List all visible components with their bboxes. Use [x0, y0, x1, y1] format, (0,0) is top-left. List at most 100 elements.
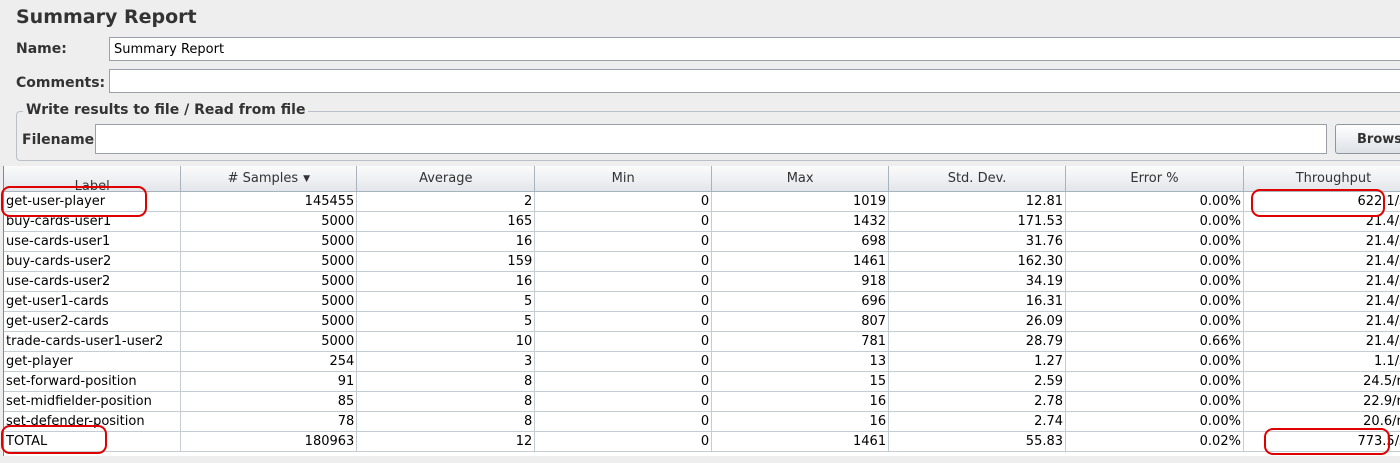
table-cell: 0: [534, 331, 713, 352]
browse-button[interactable]: Browse...: [1335, 124, 1400, 154]
table-cell: get-user2-cards: [4, 311, 182, 332]
table-cell: trade-cards-user1-user2: [4, 331, 182, 352]
column-header-min[interactable]: Min: [534, 166, 713, 192]
column-header-samples[interactable]: # Samples ▼: [180, 166, 358, 192]
table-cell: 622.1/sec: [1243, 191, 1400, 212]
table-cell: 0: [534, 271, 713, 292]
table-cell: 5000: [180, 251, 358, 272]
table-cell: 8: [356, 391, 536, 412]
table-cell: 5: [356, 311, 536, 332]
table-cell: 254: [180, 351, 358, 372]
comments-field[interactable]: [109, 69, 1400, 93]
name-label: Name:: [16, 41, 67, 57]
table-row[interactable]: get-user-player 145455 2 0 1019 12.81 0.00% 622…: [4, 191, 1400, 212]
table-cell: 12.81: [888, 191, 1067, 212]
table-cell: 21.4/sec: [1243, 271, 1400, 292]
table-cell: use-cards-user2: [4, 271, 182, 292]
filename-field[interactable]: [95, 124, 1327, 154]
results-table-container[interactable]: Label # Samples ▼ Average Min Max Std. Dev. Err…: [3, 166, 1400, 456]
page-title: Summary Report: [16, 6, 197, 28]
table-cell: 696: [711, 291, 890, 312]
table-cell: 1432: [711, 211, 890, 232]
table-cell: get-player: [4, 351, 182, 372]
table-cell: 8: [356, 411, 536, 432]
table-cell: 781: [711, 331, 890, 352]
table-cell: 16: [711, 391, 890, 412]
table-cell: 0: [534, 411, 713, 432]
table-cell: 918: [711, 271, 890, 292]
table-cell: 3: [356, 351, 536, 372]
table-cell: 0: [534, 191, 713, 212]
table-cell: 0.00%: [1065, 191, 1244, 212]
file-group-box: [16, 111, 1400, 161]
column-header-text: # Samples: [227, 171, 299, 186]
table-cell: 21.4/sec: [1243, 311, 1400, 332]
table-row[interactable]: use-cards-user1 5000 16 0 698 31.76 0.00% 21.4/…: [4, 231, 1400, 252]
table-cell: 24.5/min: [1243, 371, 1400, 392]
table-row[interactable]: buy-cards-user2 5000 159 0 1461 162.30 0.00% 21…: [4, 251, 1400, 272]
table-header-row: Label # Samples ▼ Average Min Max Std. Dev. Err…: [4, 166, 1400, 192]
column-header-error[interactable]: Error %: [1065, 166, 1244, 192]
table-row[interactable]: trade-cards-user1-user2 5000 10 0 781 28.79 0.…: [4, 331, 1400, 352]
column-header-throughput[interactable]: Throughput: [1243, 166, 1400, 192]
table-cell: 0: [534, 351, 713, 372]
table-cell: 1019: [711, 191, 890, 212]
table-cell: 13: [711, 351, 890, 372]
table-cell: 16: [356, 271, 536, 292]
table-row[interactable]: get-user1-cards50005069616.310.00%21.4/s…: [4, 291, 1400, 312]
table-row[interactable]: use-cards-user2 5000 16 0 918 34.19 0.00% 21.4/…: [4, 271, 1400, 292]
table-cell: 10: [356, 331, 536, 352]
table-cell: 2.74: [888, 411, 1067, 432]
table-cell: 31.76: [888, 231, 1067, 252]
name-field[interactable]: [109, 37, 1400, 61]
table-cell: 159: [356, 251, 536, 272]
table-cell: 16.31: [888, 291, 1067, 312]
table-cell: 0: [534, 371, 713, 392]
table-cell: 0.66%: [1065, 331, 1244, 352]
table-cell: 22.9/min: [1243, 391, 1400, 412]
column-header-text: Error %: [1130, 171, 1179, 186]
table-cell: 8: [356, 371, 536, 392]
table-cell: 78: [180, 411, 358, 432]
sort-descending-icon: ▼: [303, 174, 311, 184]
table-cell: 1.27: [888, 351, 1067, 372]
column-header-label[interactable]: Label: [4, 166, 182, 192]
table-cell: buy-cards-user1: [4, 211, 182, 232]
table-cell: 5000: [180, 211, 358, 232]
column-header-text: Average: [419, 171, 473, 186]
results-table: Label # Samples ▼ Average Min Max Std. Dev. Err…: [4, 166, 1400, 452]
table-cell: 171.53: [888, 211, 1067, 232]
table-cell: 12: [356, 431, 536, 452]
table-cell: 0.00%: [1065, 271, 1244, 292]
table-row[interactable]: buy-cards-user1 5000 165 0 1432 171.53 0.00% 21…: [4, 211, 1400, 232]
table-cell: 0.00%: [1065, 391, 1244, 412]
table-cell: 0.00%: [1065, 251, 1244, 272]
table-cell: 2.78: [888, 391, 1067, 412]
table-cell: 21.4/sec: [1243, 291, 1400, 312]
table-cell: 1461: [711, 251, 890, 272]
table-cell: 16: [711, 411, 890, 432]
table-cell: get-user1-cards: [4, 291, 182, 312]
file-group-title: Write results to file / Read from file: [23, 102, 309, 118]
table-cell: 165: [356, 211, 536, 232]
column-header-max[interactable]: Max: [711, 166, 890, 192]
table-cell: 773.5/sec: [1243, 431, 1400, 452]
table-cell: 21.4/sec: [1243, 251, 1400, 272]
table-row[interactable]: set-defender-position 78 8 0 16 2.74 0.00% 20.6…: [4, 411, 1400, 432]
column-header-average[interactable]: Average: [356, 166, 536, 192]
table-cell: 15: [711, 371, 890, 392]
column-header-std-dev[interactable]: Std. Dev.: [888, 166, 1067, 192]
column-header-text: Std. Dev.: [947, 171, 1007, 186]
table-cell: 145455: [180, 191, 358, 212]
table-cell: set-defender-position: [4, 411, 182, 432]
filename-label: Filename: [22, 132, 95, 148]
table-cell: 55.83: [888, 431, 1067, 452]
table-cell: 20.6/min: [1243, 411, 1400, 432]
table-row[interactable]: set-forward-position 91 8 0 15 2.59 0.00% 24.5/…: [4, 371, 1400, 392]
table-row[interactable]: get-user2-cards50005080726.090.00%21.4/s…: [4, 311, 1400, 332]
table-cell: 26.09: [888, 311, 1067, 332]
table-row[interactable]: set-midfielder-position 85 8 0 16 2.78 0.00% 22…: [4, 391, 1400, 412]
table-cell: 34.19: [888, 271, 1067, 292]
